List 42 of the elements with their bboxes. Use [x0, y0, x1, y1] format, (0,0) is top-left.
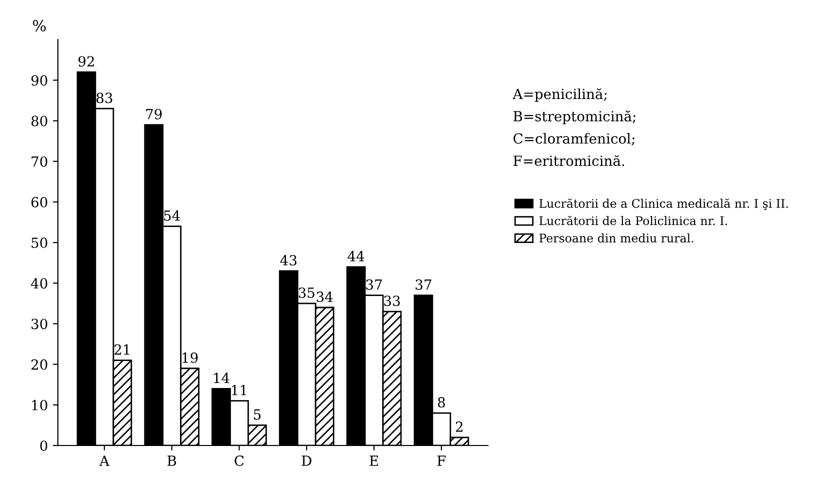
text: A=penicilină; [512, 88, 607, 102]
data-label: 19 [182, 352, 198, 363]
data-label: 21 [114, 344, 130, 355]
y-tick-label: 80 [31, 116, 48, 126]
data-label: 79 [146, 108, 162, 120]
data-label: 43 [280, 254, 296, 266]
x-tick-label: C [234, 455, 244, 466]
data-label: 83 [96, 92, 112, 104]
y-tick-label: 30 [32, 318, 48, 330]
x-tick-label: B [167, 456, 176, 466]
data-label: 14 [214, 372, 230, 384]
text: B=streptomicină; [514, 110, 636, 124]
data-label: 92 [78, 56, 94, 67]
data-label: 11 [232, 384, 246, 396]
text: F=eritromicină. [514, 155, 624, 166]
x-tick-label: E [370, 456, 378, 466]
legend-label: Persoane din mediu rural. [539, 233, 694, 243]
y-tick-label: 40 [30, 278, 48, 289]
x-tick-label: D [302, 456, 312, 466]
data-label: 5 [254, 409, 261, 420]
y-tick-label: 10 [32, 400, 48, 410]
data-label: 35 [298, 287, 314, 298]
y-tick-label: 0 [40, 440, 48, 451]
data-label: 44 [348, 250, 364, 262]
x-tick-label: A [99, 456, 110, 466]
y-tick-label: 90 [31, 75, 48, 86]
text: C=cloramfenicol; [514, 132, 634, 146]
y-tick-label: 60 [31, 196, 48, 208]
legend-label: Lucrătorii de la Policlinica nr. I. [539, 216, 727, 226]
data-label: 37 [366, 279, 382, 290]
data-label: 34 [316, 292, 333, 302]
data-label: 2 [456, 421, 462, 432]
y-tick-label: 70 [32, 156, 48, 167]
data-label: 8 [438, 397, 445, 408]
data-label: 37 [416, 279, 432, 290]
y-tick-label: 20 [31, 359, 48, 370]
data-label: 33 [384, 296, 400, 306]
y-axis-title: % [32, 20, 46, 32]
x-tick-label: F [437, 456, 446, 466]
data-label: 54 [164, 210, 180, 221]
y-tick-label: 50 [32, 238, 48, 248]
legend-label: Lucrătorii de a Clinica medicală nr. I şi II. [539, 198, 788, 210]
